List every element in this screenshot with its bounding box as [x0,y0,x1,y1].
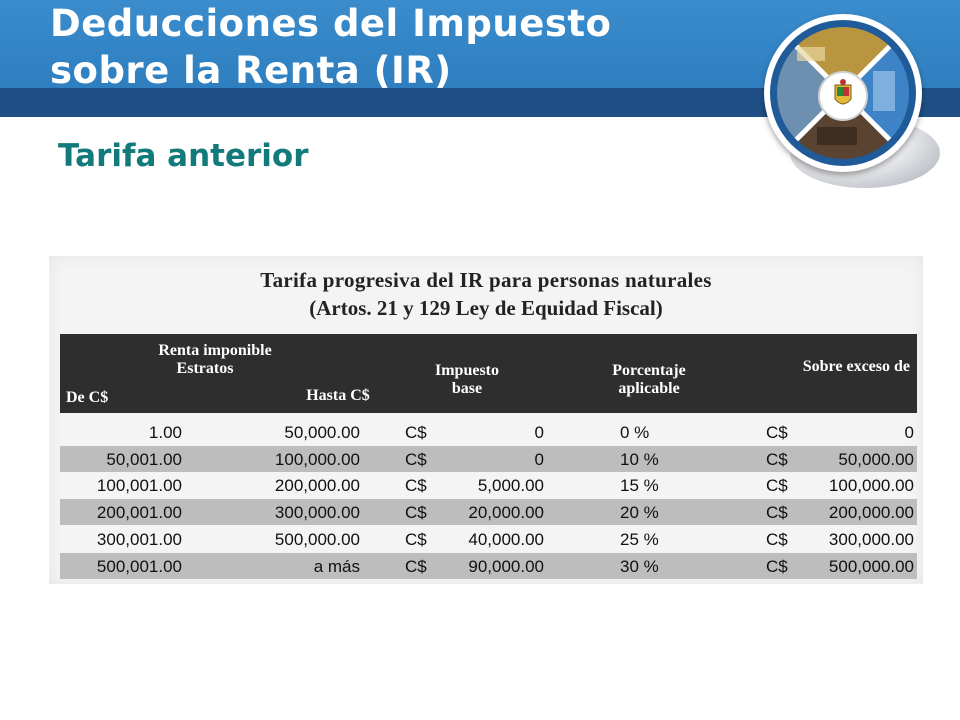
cell-to: 500,000.00 [274,530,360,549]
tax-rate-table-image: Tarifa progresiva del IR para personas n… [49,256,923,584]
table-row: 200,001.00 300,000.00 C$ 20,000.00 20 % C$ 200… [60,499,917,525]
cell-excess-currency: C$ [766,450,788,469]
cell-base: 0 [534,423,544,442]
cell-base-currency: C$ [405,530,427,549]
cell-to: 100,000.00 [274,450,360,469]
institution-seal-icon [818,71,868,121]
cell-from: 200,001.00 [96,503,182,522]
cell-base-currency: C$ [405,557,427,576]
header-base: base [451,380,483,397]
table-row: 100,001.00 200,000.00 C$ 5,000.00 15 % C$ 100,… [60,472,917,498]
cell-base-currency: C$ [405,503,427,522]
cell-excess-currency: C$ [766,530,788,549]
cell-to: 200,000.00 [274,476,360,495]
cell-from: 50,001.00 [106,450,182,469]
cell-to: 50,000.00 [284,423,360,442]
cell-percentage: 10 % [620,450,659,469]
cell-base: 20,000.00 [468,503,544,522]
cell-excess: 100,000.00 [828,476,914,495]
cell-percentage: 20 % [620,503,659,522]
cell-percentage: 25 % [620,530,659,549]
header-impuesto: Impuesto [434,362,499,379]
slide-title-line1: Deducciones del Impuesto [50,2,612,45]
cell-excess: 200,000.00 [828,503,914,522]
cell-base-currency: C$ [405,423,427,442]
cell-excess: 0 [904,423,914,442]
cell-from: 1.00 [148,423,182,442]
cell-from: 300,001.00 [96,530,182,549]
table-subtitle: (Artos. 21 y 129 Ley de Equidad Fiscal) [309,296,663,320]
cell-base-currency: C$ [405,476,427,495]
cell-to: 300,000.00 [274,503,360,522]
cell-excess-currency: C$ [766,423,788,442]
cell-from: 100,001.00 [96,476,182,495]
header-porcentaje: Porcentaje [612,362,686,379]
cell-excess: 50,000.00 [838,450,914,469]
cell-base: 90,000.00 [468,557,544,576]
table-header: Renta imponible Estratos De C$ Hasta C$ … [60,334,917,413]
cell-from: 500,001.00 [96,557,182,576]
cell-base-currency: C$ [405,450,427,469]
table-row: 1.00 50,000.00 C$ 0 0 % C$ 0 [60,419,917,445]
logo-photo-quadrants [777,27,909,159]
cell-excess: 500,000.00 [828,557,914,576]
table-row: 50,001.00 100,000.00 C$ 0 10 % C$ 50,000.00 [60,446,917,472]
header-hasta: Hasta C$ [306,387,370,404]
cell-excess-currency: C$ [766,557,788,576]
cell-base: 5,000.00 [477,476,544,495]
table-title: Tarifa progresiva del IR para personas n… [260,268,712,292]
table-row: 500,001.00 a más C$ 90,000.00 30 % C$ 500,000.… [60,553,917,579]
slide-title: Deducciones del Impuesto sobre la Renta … [50,0,730,94]
header-de: De C$ [66,389,109,406]
slide-subtitle: Tarifa anterior [58,138,309,174]
header-estratos: Estratos [176,360,234,377]
cell-excess: 300,000.00 [828,530,914,549]
cell-base: 0 [534,450,544,469]
header-sobre-exceso: Sobre exceso de [802,358,910,375]
logo [760,14,950,188]
cell-percentage: 30 % [620,557,659,576]
header-renta-imponible: Renta imponible [158,342,272,359]
cell-percentage: 15 % [620,476,659,495]
cell-base: 40,000.00 [468,530,544,549]
cell-percentage: 0 % [620,423,650,442]
header-aplicable: aplicable [618,380,680,397]
slide-title-line2: sobre la Renta (IR) [50,49,452,92]
cell-excess-currency: C$ [766,476,788,495]
table-row: 300,001.00 500,000.00 C$ 40,000.00 25 % C$ 300… [60,526,917,552]
cell-excess-currency: C$ [766,503,788,522]
cell-to: a más [313,557,360,576]
